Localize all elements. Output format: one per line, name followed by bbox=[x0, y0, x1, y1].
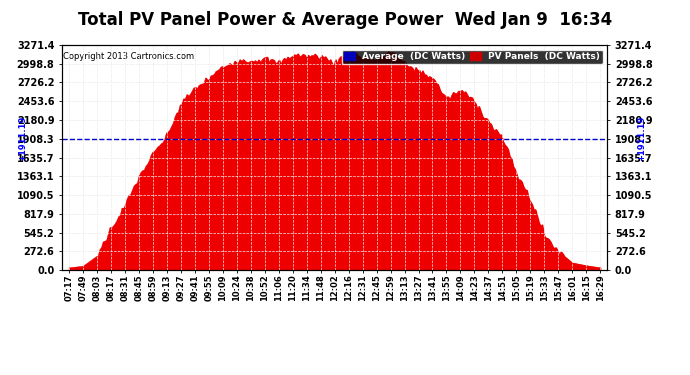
Text: Copyright 2013 Cartronics.com: Copyright 2013 Cartronics.com bbox=[63, 52, 195, 61]
Text: +1911.19: +1911.19 bbox=[637, 116, 646, 161]
Text: +1911.19: +1911.19 bbox=[18, 116, 27, 161]
Text: Total PV Panel Power & Average Power  Wed Jan 9  16:34: Total PV Panel Power & Average Power Wed… bbox=[78, 11, 612, 29]
Legend: Average  (DC Watts), PV Panels  (DC Watts): Average (DC Watts), PV Panels (DC Watts) bbox=[342, 50, 602, 64]
